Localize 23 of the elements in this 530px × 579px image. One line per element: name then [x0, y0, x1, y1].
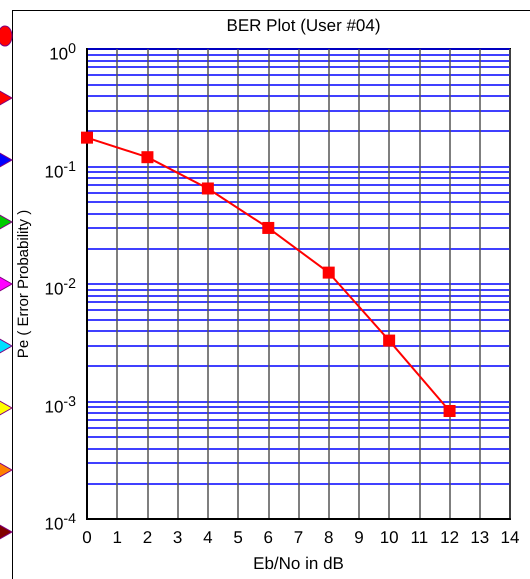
x-axis-title: Eb/No in dB [253, 554, 344, 573]
y-tick-label: 10$^{-2}$ [44, 275, 76, 299]
x-tick-label: 14 [500, 528, 520, 547]
x-tick-label: 8 [324, 528, 334, 547]
x-tick-label: 1 [112, 528, 122, 547]
x-tick-label: 0 [82, 528, 92, 547]
x-tick-label: 4 [203, 528, 213, 547]
x-tick-label: 13 [470, 528, 490, 547]
y-tick-label: 10$^{-3}$ [44, 392, 76, 416]
chart-title: BER Plot (User #04) [226, 16, 380, 35]
y-tick-label: 10$^{-4}$ [44, 510, 76, 534]
x-tick-label: 12 [440, 528, 460, 547]
y-axis-title: Pe ( Error Probability ) [15, 210, 32, 358]
x-tick-label: 7 [294, 528, 304, 547]
x-tick-label: 6 [264, 528, 274, 547]
x-tick-label: 11 [410, 528, 428, 547]
x-tick-label: 2 [142, 528, 152, 547]
x-tick-label: 10 [380, 528, 399, 547]
y-tick-label: 10$^{-1}$ [44, 158, 76, 182]
x-tick-label: 5 [233, 528, 243, 547]
y-tick-label: 10$^{0}$ [49, 40, 76, 64]
x-tick-label: 3 [172, 528, 182, 547]
x-tick-label: 9 [354, 528, 364, 547]
